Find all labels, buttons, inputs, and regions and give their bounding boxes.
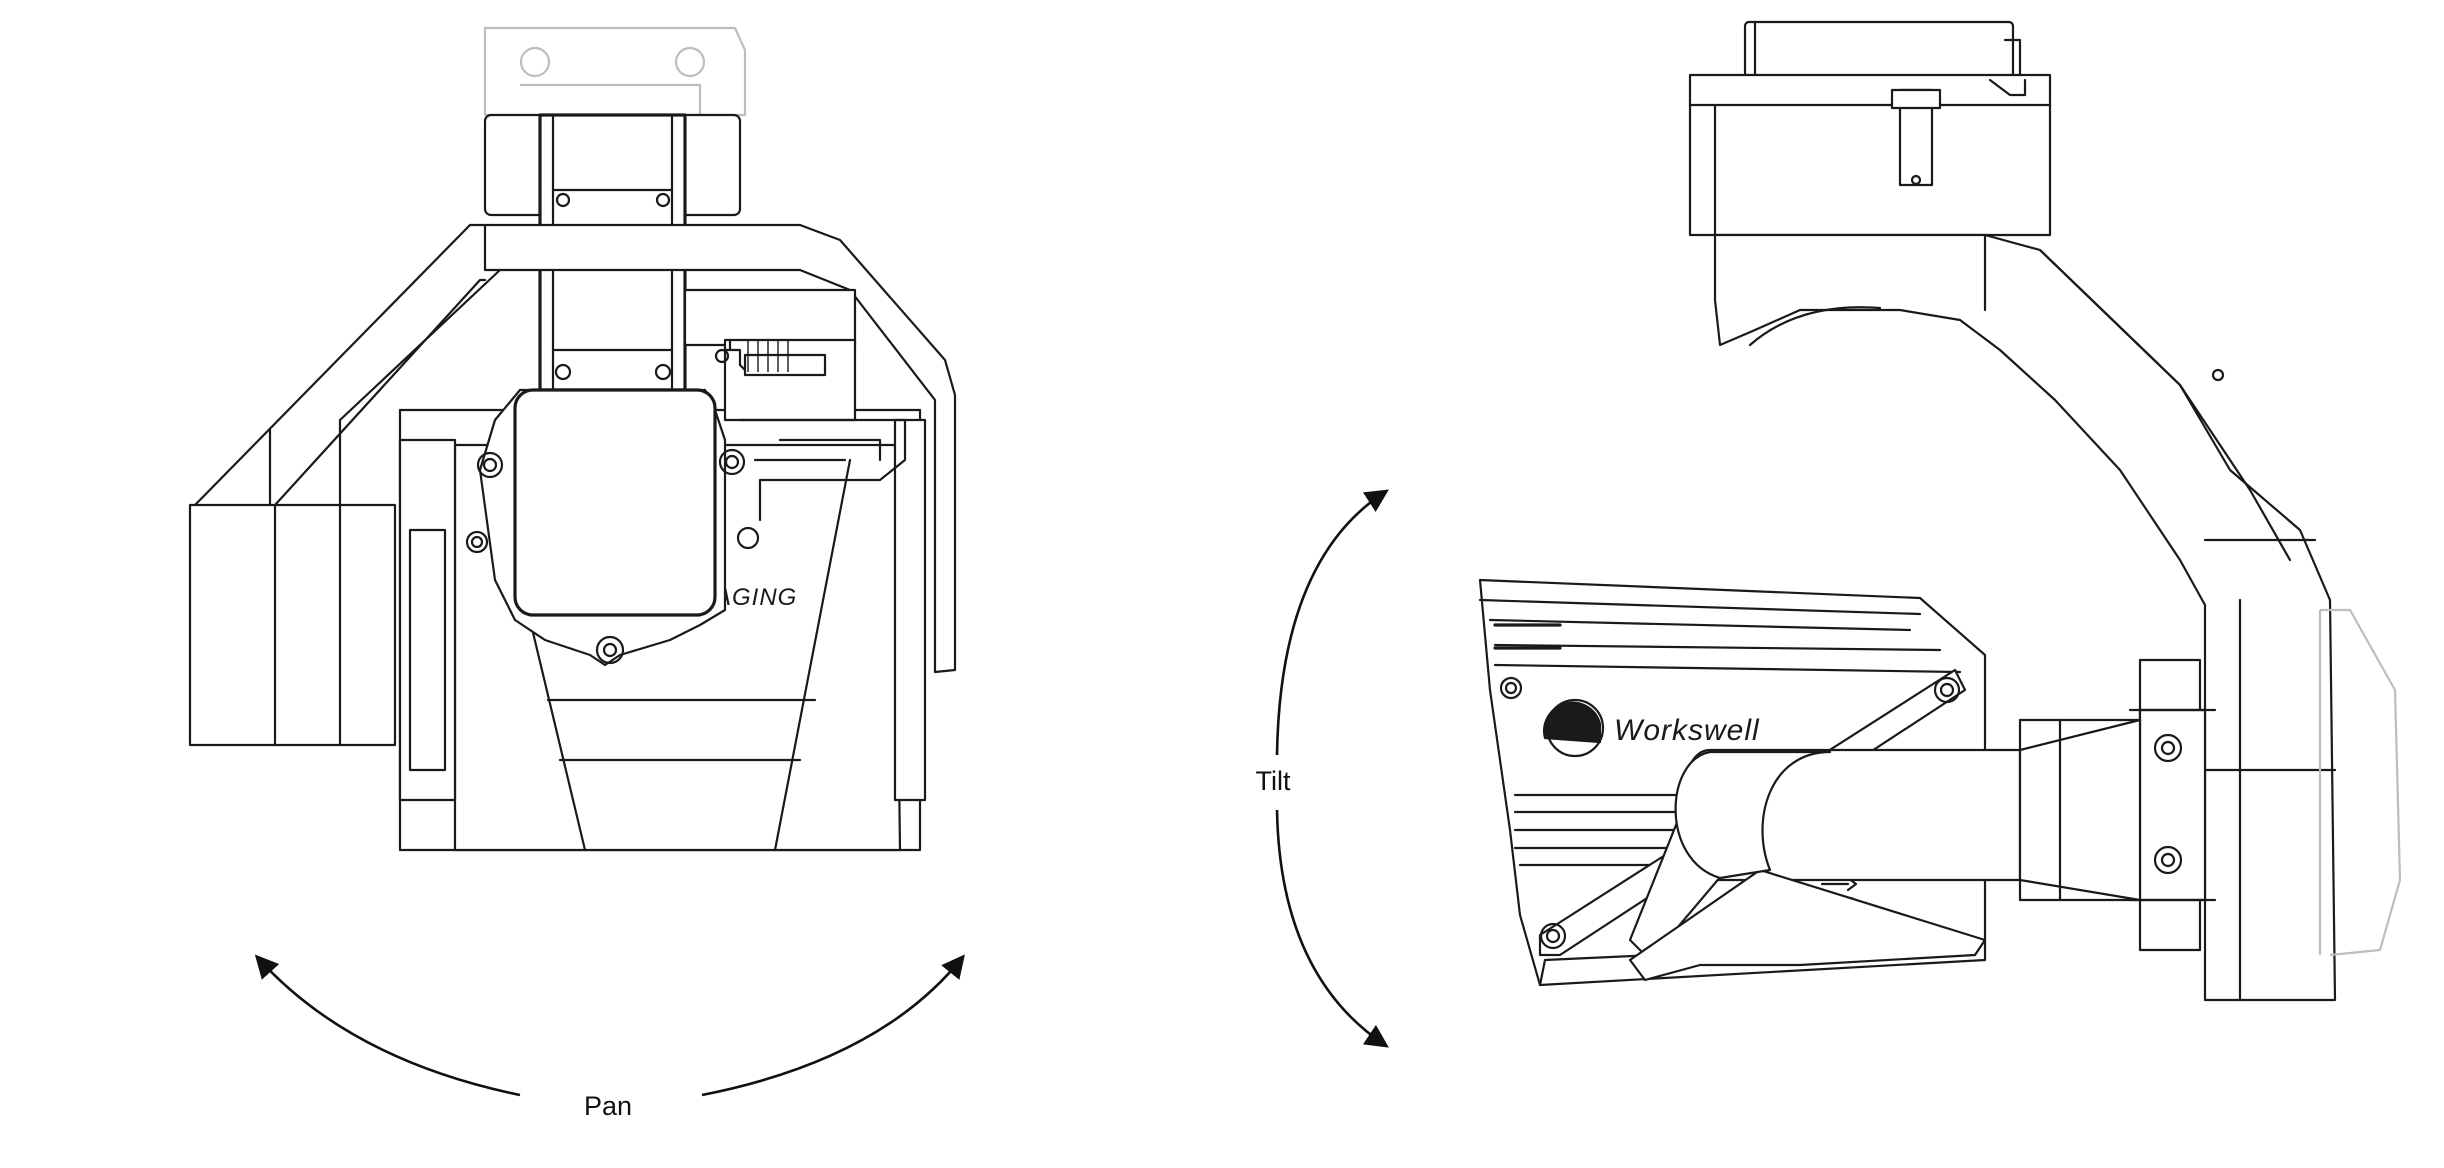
tilt-down-arrow: [1275, 809, 1389, 1048]
side-curved-arm: [1713, 233, 2337, 1002]
front-connector: [683, 288, 907, 522]
front-view: AGING: [188, 26, 965, 1121]
pan-left-arrow: [254, 954, 521, 1097]
front-imaging-text: AGING: [713, 584, 797, 611]
workswell-logo: Workswell: [1543, 698, 1760, 758]
side-view: Workswell: [1256, 20, 2402, 1048]
pan-label: Pan: [584, 1091, 632, 1121]
pan-indicator: Pan: [254, 954, 965, 1121]
front-motor-housing: [465, 388, 760, 667]
pan-right-arrow: [701, 954, 965, 1097]
tilt-label: Tilt: [1256, 766, 1291, 796]
side-yoke-clamp: [2128, 658, 2217, 952]
side-tilt-arm: [1538, 668, 2142, 982]
front-yoke-arm: [188, 223, 957, 747]
side-mount-plate: [1688, 20, 2052, 237]
front-mount-plate-ghost: [483, 26, 747, 117]
tilt-up-arrow: [1275, 489, 1389, 756]
tilt-indicator: Tilt: [1256, 489, 1389, 1048]
brand-text: Workswell: [1614, 714, 1760, 747]
side-yoke-ghost: [2318, 608, 2402, 957]
